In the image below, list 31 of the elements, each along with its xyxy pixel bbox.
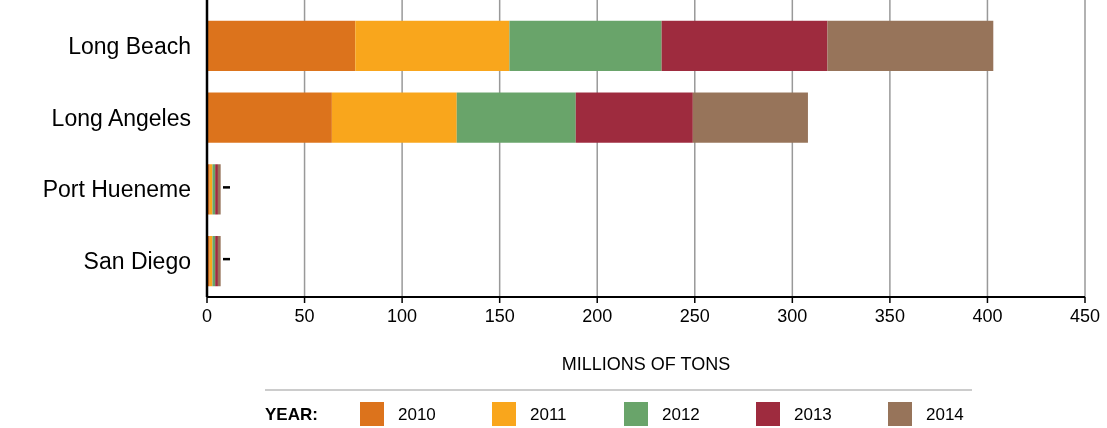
bar [661,20,828,71]
legend-label: 2013 [794,405,832,424]
bar [355,20,510,71]
bar [207,92,332,143]
x-tick-label: 450 [1069,306,1101,326]
x-tick-label: 400 [972,306,1003,326]
legend-label: 2011 [530,405,567,424]
bar [207,20,356,71]
bar [456,92,576,143]
x-tick-label: 50 [294,306,315,326]
x-tick-label: 350 [874,306,905,326]
x-tick-label: 200 [582,306,613,326]
legend-title: YEAR: [265,405,318,424]
bar [331,92,457,143]
y-tick-label: Port Hueneme [42,176,191,203]
x-tick-label: 0 [201,306,213,326]
legend-label: 2014 [926,405,964,424]
bar [827,20,994,71]
x-tick-label: 150 [484,306,515,326]
y-tick-label: San Diego [83,248,191,275]
y-tick-label: Long Beach [68,32,191,59]
x-tick-label: 250 [679,306,710,326]
x-tick-label: 300 [777,306,808,326]
bar [692,92,808,143]
bar [509,20,662,71]
bar [575,92,693,143]
legend-label: 2010 [398,405,436,424]
x-tick-label: 100 [387,306,418,326]
y-tick-label: Long Angeles [51,104,191,131]
legend-label: 2012 [662,405,700,424]
x-axis-title: MILLIONS OF TONS [561,354,731,374]
